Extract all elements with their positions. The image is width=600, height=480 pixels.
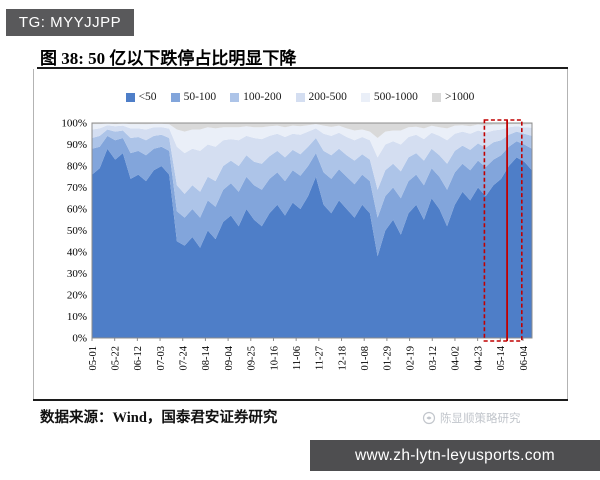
area-200-500 bbox=[92, 125, 532, 194]
x-axis-label: 08-14 bbox=[201, 345, 212, 370]
legend-swatch bbox=[295, 92, 305, 102]
x-axis-label: 05-14 bbox=[496, 345, 507, 370]
legend-item-<50: <50 bbox=[125, 91, 157, 103]
legend-swatch bbox=[360, 92, 370, 102]
legend-swatch bbox=[230, 92, 240, 102]
y-axis-label: 100% bbox=[61, 118, 87, 130]
y-axis-label: 90% bbox=[67, 139, 87, 151]
x-axis-label: 06-12 bbox=[133, 346, 144, 371]
legend-swatch bbox=[431, 92, 441, 102]
y-axis-label: 40% bbox=[67, 247, 87, 259]
x-axis-label: 02-19 bbox=[405, 346, 416, 371]
watermark-text: 陈显顺策略研究 bbox=[440, 413, 521, 425]
channel-badge-label: TG: MYYJJPP bbox=[18, 14, 122, 31]
y-axis-label: 80% bbox=[67, 161, 87, 173]
url-bar[interactable]: www.zh-lytn-leyusports.com bbox=[310, 440, 600, 471]
area-500-1000 bbox=[92, 123, 532, 158]
legend-label: 500-1000 bbox=[373, 91, 418, 103]
x-axis-label: 10-16 bbox=[269, 346, 280, 371]
chart-legend: <50 50-100 100-200 200-500 500-1000 >1000 bbox=[33, 91, 567, 103]
x-axis-label: 07-24 bbox=[179, 345, 190, 370]
channel-badge: TG: MYYJJPP bbox=[6, 9, 134, 36]
highlight-box bbox=[483, 119, 523, 342]
legend-label: <50 bbox=[138, 91, 157, 103]
legend-label: >1000 bbox=[444, 91, 475, 103]
area-50-100 bbox=[92, 135, 532, 257]
x-axis-label: 05-22 bbox=[111, 346, 122, 371]
y-axis-label: 30% bbox=[67, 268, 87, 280]
watermark: 陈显顺策略研究 bbox=[422, 410, 521, 426]
x-axis-label: 03-12 bbox=[428, 346, 439, 371]
area-<50 bbox=[92, 148, 532, 338]
legend-label: 50-100 bbox=[183, 91, 217, 103]
legend-item-100-200: 100-200 bbox=[230, 91, 282, 103]
title-rule bbox=[37, 67, 568, 69]
x-axis-label: 01-29 bbox=[383, 346, 394, 371]
y-axis-label: 20% bbox=[67, 290, 87, 302]
legend-item->1000: >1000 bbox=[431, 91, 475, 103]
x-axis-label: 07-03 bbox=[156, 346, 167, 371]
x-axis-label: 06-04 bbox=[519, 345, 530, 370]
y-axis-label: 50% bbox=[67, 225, 87, 237]
source-text: 数据来源：Wind，国泰君安证券研究 bbox=[40, 410, 278, 426]
x-axis-label: 04-23 bbox=[473, 346, 484, 371]
plot-border bbox=[91, 122, 533, 339]
legend-label: 200-500 bbox=[308, 91, 347, 103]
watermark-logo-icon bbox=[422, 411, 436, 425]
legend-item-200-500: 200-500 bbox=[295, 91, 347, 103]
x-axis-label: 01-08 bbox=[360, 346, 371, 371]
x-axis-label: 04-02 bbox=[451, 346, 462, 371]
x-axis-label: 12-18 bbox=[337, 346, 348, 371]
x-axis-label: 11-06 bbox=[292, 346, 303, 370]
source-rule bbox=[33, 399, 568, 401]
legend-item-500-1000: 500-1000 bbox=[360, 91, 418, 103]
x-axis-label: 11-27 bbox=[315, 346, 326, 370]
x-axis-label: 09-04 bbox=[224, 345, 235, 370]
url-text: www.zh-lytn-leyusports.com bbox=[355, 446, 555, 464]
y-axis-label: 60% bbox=[67, 204, 87, 216]
y-axis-label: 0% bbox=[72, 333, 87, 345]
legend-label: 100-200 bbox=[243, 91, 282, 103]
area->1000 bbox=[92, 123, 532, 138]
legend-item-50-100: 50-100 bbox=[170, 91, 217, 103]
figure-title: 图 38: 50 亿以下跌停占比明显下降 bbox=[40, 49, 297, 68]
x-axis-label: 05-01 bbox=[88, 346, 99, 371]
y-axis-label: 10% bbox=[67, 311, 87, 323]
legend-swatch bbox=[170, 92, 180, 102]
stacked-area-chart: 0% 10% 20% 30% 40% 50% 60% 70% 80% 90% 100% 05-01 05… bbox=[61, 118, 533, 371]
y-axis-label: 70% bbox=[67, 182, 87, 194]
figure-frame bbox=[33, 69, 568, 399]
legend-swatch bbox=[125, 92, 135, 102]
x-axis-label: 09-25 bbox=[247, 346, 258, 371]
area-100-200 bbox=[92, 129, 532, 218]
